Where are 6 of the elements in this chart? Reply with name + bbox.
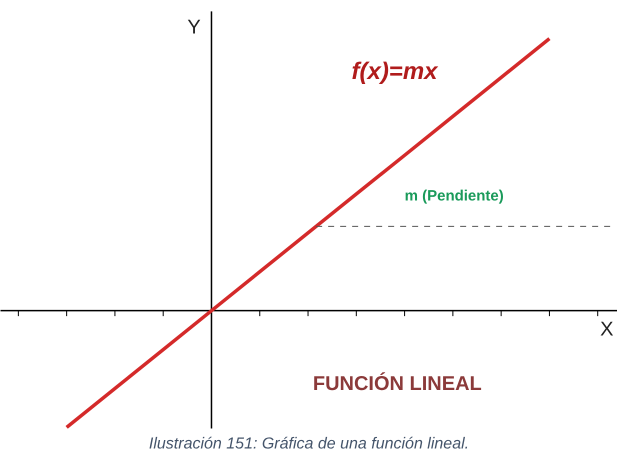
annotation: FUNCIÓN LINEAL [312,372,482,396]
x-axis-title: X [600,318,614,341]
text: Ilustración 151: Gráfica de una función lineal. [148,436,470,452]
annotation: m (Pendiente) [404,188,504,205]
y-axis-title: Y [187,16,201,39]
annotation: f(x)=mx [351,58,440,85]
